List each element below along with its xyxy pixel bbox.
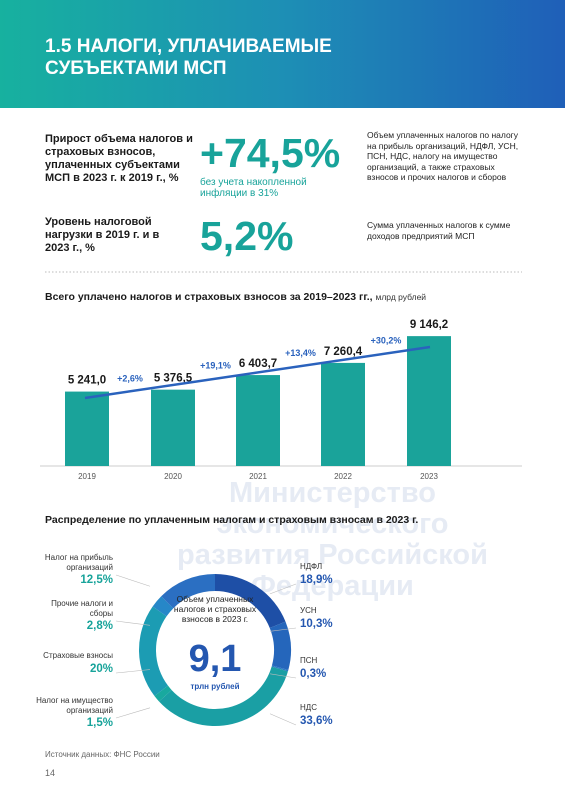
- value-label: 18,9%: [300, 573, 333, 586]
- title-text: Всего уплачено налогов и страховых взнос…: [45, 291, 373, 303]
- unit: млрд рублей: [375, 292, 427, 302]
- growth-label: +30,2%: [371, 336, 402, 346]
- center-total: 9,1: [188, 638, 242, 680]
- value-label: 5 241,0: [68, 375, 106, 387]
- category-label: НДФЛ: [300, 562, 323, 571]
- trend-line: [84, 345, 431, 400]
- leader-line: [269, 627, 297, 632]
- slice-label: Прочие налоги и сборы 2,8%: [33, 599, 113, 632]
- donut-slice: [152, 596, 174, 617]
- page-number: 14: [45, 768, 56, 778]
- leader-line: [269, 583, 297, 595]
- value-label: 2,8%: [86, 620, 113, 632]
- growth-label: +2,6%: [117, 373, 143, 383]
- category-label: Налог на прибыль организаций: [44, 553, 113, 572]
- stat-value: 5,2%: [200, 213, 294, 259]
- leader-line: [269, 673, 297, 679]
- leader-line: [115, 574, 151, 587]
- category-label: Страховые взносы: [43, 651, 113, 660]
- slice-label: Налог на прибыль организаций 12,5%: [33, 553, 113, 586]
- pie-chart-title: Распределение по уплаченным налогам и ст…: [45, 514, 525, 526]
- header: [0, 0, 565, 108]
- leader-line: [269, 713, 297, 726]
- donut-slice: [215, 574, 286, 629]
- slice-label: НДФЛ 18,9%: [300, 562, 380, 586]
- x-tick-label: 2023: [420, 472, 438, 481]
- x-tick-label: 2019: [78, 472, 96, 481]
- x-tick-label: 2020: [164, 472, 182, 481]
- growth-label: +13,4%: [285, 348, 316, 358]
- donut-slice: [161, 574, 215, 609]
- value-label: 5 376,5: [154, 373, 193, 385]
- value-label: 9 146,2: [410, 319, 448, 331]
- center-unit: трлн рублей: [190, 682, 240, 691]
- value-label: 12,5%: [80, 574, 113, 586]
- bar: [236, 375, 280, 466]
- slice-label: НДС 33,6%: [300, 703, 380, 727]
- value-label: 1,5%: [86, 717, 113, 729]
- stat-label: Уровень налоговой нагрузки в 2019 г. и в…: [45, 216, 160, 254]
- donut-slice: [159, 666, 288, 726]
- bar: [65, 391, 109, 466]
- value-label: 0,3%: [300, 667, 327, 680]
- value-label: 7 260,4: [324, 346, 363, 358]
- donut-slice: [269, 621, 291, 670]
- donut-slice: [138, 606, 169, 696]
- bar: [321, 362, 365, 466]
- stat-note: без учета накопленной инфляции в 31%: [200, 177, 307, 199]
- leader-line: [115, 620, 151, 626]
- value-label: 6 403,7: [239, 358, 277, 370]
- center-label: Объем уплаченных налогов и страховых взн…: [173, 594, 257, 624]
- category-label: ПСН: [300, 656, 318, 665]
- stat-description: Сумма уплаченных налогов к сумме доходов…: [367, 220, 511, 241]
- stat-value: +74,5%: [200, 130, 341, 176]
- slice-label: ПСН 0,3%: [300, 656, 380, 680]
- leader-line: [115, 707, 151, 719]
- title-text: Распределение по уплаченным налогам и ст…: [45, 514, 419, 526]
- growth-label: +19,1%: [200, 361, 231, 371]
- slice-label: УСН 10,3%: [300, 606, 380, 630]
- value-label: 33,6%: [300, 714, 333, 727]
- slice-label: Страховые взносы 20%: [33, 651, 113, 675]
- x-tick-label: 2021: [249, 472, 267, 481]
- leader-line: [115, 669, 151, 674]
- stat-label: Прирост объема налогов и страховых взнос…: [45, 133, 193, 184]
- watermark: Министерство экономического развития Рос…: [177, 477, 488, 602]
- bar-chart-title: Всего уплачено налогов и страховых взнос…: [45, 291, 525, 303]
- bar: [151, 389, 195, 466]
- category-label: НДС: [300, 703, 317, 712]
- header-title: 1.5 НАЛОГИ, УПЛАЧИВАЕМЫЕ СУБЪЕКТАМИ МСП: [45, 36, 332, 79]
- category-label: Прочие налоги и сборы: [51, 599, 113, 618]
- value-label: 10,3%: [300, 617, 333, 630]
- x-tick-label: 2022: [334, 472, 352, 481]
- donut-slice: [154, 685, 172, 702]
- source: Источник данных: ФНС России: [45, 750, 160, 759]
- donut-slice: [271, 665, 289, 672]
- slice-label: Налог на имущество организаций 1,5%: [33, 696, 113, 729]
- stat-description: Объем уплаченных налогов по налогу на пр…: [367, 130, 519, 182]
- category-label: Налог на имущество организаций: [36, 696, 113, 715]
- category-label: УСН: [300, 606, 317, 615]
- value-label: 20%: [89, 662, 113, 675]
- bar: [407, 336, 451, 466]
